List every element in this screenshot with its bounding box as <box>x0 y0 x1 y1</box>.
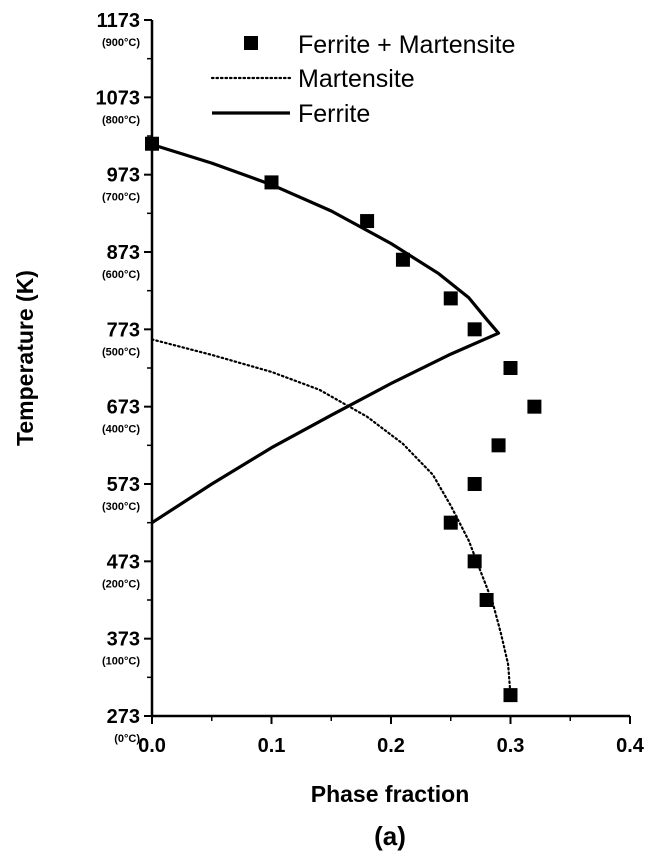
x-axis-label: Phase fraction <box>311 781 470 807</box>
x-tick-label: 0.2 <box>377 735 405 757</box>
series-martensite <box>150 338 512 697</box>
data-point <box>443 515 458 530</box>
x-tick-label: 0.3 <box>497 735 525 757</box>
y-tick-label: 473 <box>107 551 140 573</box>
data-point <box>395 252 410 267</box>
series-line <box>151 142 501 525</box>
y-tick-sublabel: (700°C) <box>102 192 140 204</box>
y-tick-label: 273 <box>107 706 140 728</box>
series-ferrite <box>151 142 501 525</box>
y-tick-label: 873 <box>107 242 140 264</box>
panel-label: (a) <box>374 821 406 851</box>
y-tick-sublabel: (300°C) <box>102 501 140 513</box>
data-point <box>360 214 375 229</box>
y-tick-sublabel: (800°C) <box>102 114 140 126</box>
data-point <box>527 399 542 414</box>
series-line <box>150 338 512 697</box>
data-point <box>145 136 159 151</box>
y-tick-sublabel: (600°C) <box>102 269 140 281</box>
series-layer <box>145 136 542 703</box>
y-tick-sublabel: (400°C) <box>102 424 140 436</box>
plot-area: 273 (0°C) 373 (100°C) 473 (200°C) 573 (300°C) 67… <box>96 10 645 757</box>
y-tick-sublabel: (200°C) <box>102 578 140 590</box>
y-tick-label: 973 <box>107 165 140 187</box>
data-point <box>467 322 482 337</box>
y-tick-sublabel: (100°C) <box>102 656 140 668</box>
data-point <box>479 593 494 607</box>
data-point <box>467 477 482 491</box>
legend-label: Ferrite <box>298 100 370 128</box>
legend-marker-square <box>244 36 258 50</box>
y-tick-label: 373 <box>107 629 140 651</box>
data-point <box>443 291 458 306</box>
y-tick-label: 1173 <box>97 10 140 32</box>
y-tick-label: 1073 <box>96 87 141 109</box>
x-tick-label: 0.1 <box>258 735 286 757</box>
data-point <box>503 361 518 375</box>
y-tick-sublabel: (0°C) <box>114 733 140 745</box>
legend-label: Martensite <box>298 65 415 93</box>
y-tick-label: 573 <box>107 474 140 496</box>
series-ferrite-martensite <box>145 136 542 703</box>
x-tick-label: 0.0 <box>138 735 166 757</box>
data-point <box>491 438 506 453</box>
y-axis-label: Temperature (K) <box>12 270 38 446</box>
legend-label: Ferrite + Martensite <box>298 31 515 59</box>
y-tick-label: 673 <box>107 397 140 419</box>
y-tick-sublabel: (900°C) <box>102 37 140 49</box>
legend: Ferrite + Martensite Martensite Ferrite <box>210 31 515 128</box>
x-tick-label: 0.4 <box>616 735 645 757</box>
y-tick-sublabel: (500°C) <box>102 346 140 358</box>
y-tick-label: 773 <box>107 319 140 341</box>
